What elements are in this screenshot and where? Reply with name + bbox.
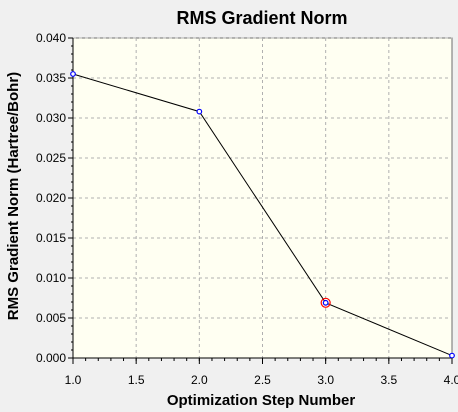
y-tick-label: 0.040 bbox=[36, 31, 66, 45]
series bbox=[70, 71, 455, 359]
y-tick-label: 0.015 bbox=[36, 231, 66, 245]
y-tick-label: 0.025 bbox=[36, 151, 66, 165]
y-tick-label: 0.005 bbox=[36, 311, 66, 325]
data-point bbox=[196, 108, 203, 115]
data-point bbox=[70, 71, 76, 77]
x-tick-label: 2.5 bbox=[254, 373, 271, 387]
y-tick-label: 0.020 bbox=[36, 191, 66, 205]
y-tick-label: 0.030 bbox=[36, 111, 66, 125]
data-point bbox=[449, 352, 455, 359]
highlight-marker bbox=[320, 297, 331, 308]
x-tick-label: 3.5 bbox=[380, 373, 397, 387]
series-line bbox=[72, 73, 453, 357]
x-tick-label: 1.0 bbox=[65, 373, 82, 387]
x-axis-label: Optimization Step Number bbox=[167, 392, 356, 409]
y-axis-label: RMS Gradient Norm (Hartree/Bohr) bbox=[5, 72, 22, 320]
y-tick-label: 0.035 bbox=[36, 71, 66, 85]
chart-title: RMS Gradient Norm bbox=[176, 8, 347, 28]
y-tick-label: 0.000 bbox=[36, 351, 66, 365]
ticks: 0.000 0.005 0.010 0.015 0.020 0.025 0.030 0.035… bbox=[36, 31, 458, 387]
x-tick-label: 2.0 bbox=[191, 373, 208, 387]
y-tick-label: 0.010 bbox=[36, 271, 66, 285]
x-tick-label: 1.5 bbox=[128, 373, 145, 387]
x-tick-label: 4.0 bbox=[444, 373, 458, 387]
data-point bbox=[322, 299, 329, 306]
x-tick-label: 3.0 bbox=[317, 373, 334, 387]
